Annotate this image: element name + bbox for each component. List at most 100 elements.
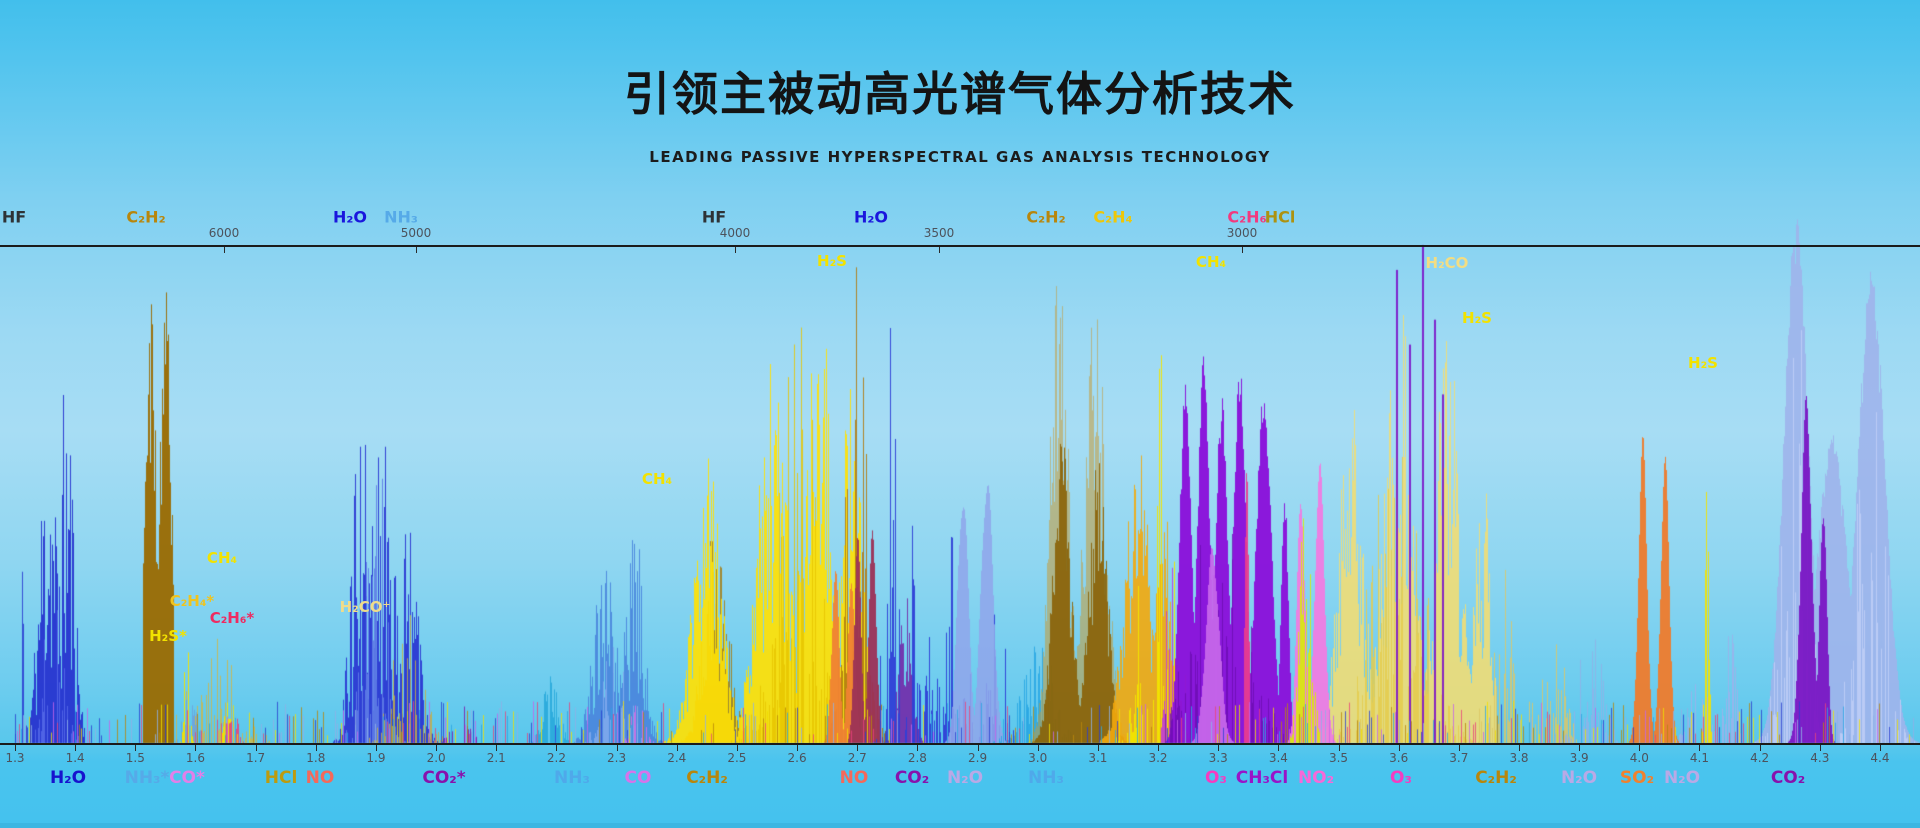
bottom-gas-label: CO₂ [1770, 768, 1806, 788]
bottom-gas-label: CH₃Cl [1235, 768, 1289, 788]
page-title: 引领主被动高光谱气体分析技术 [624, 67, 1296, 121]
top-gas-label: NH₃ [384, 207, 418, 227]
bottom-gas-label: CO₂* [422, 768, 466, 788]
chart-gas-label: H₂CO⁺ [339, 598, 391, 616]
axis-tick [939, 247, 940, 253]
chart-gas-label: C₂H₄* [169, 592, 215, 610]
axis-tick [735, 247, 736, 253]
page-subtitle: LEADING PASSIVE HYPERSPECTRAL GAS ANALYS… [649, 148, 1271, 166]
bottom-tick-label: 3.8 [1509, 751, 1529, 765]
axis-tick [736, 745, 738, 751]
chart-gas-label: H₂S [1462, 309, 1492, 327]
bottom-tick-label: 4.4 [1870, 751, 1890, 765]
chart-gas-label: CH₄ [641, 470, 673, 488]
axis-tick [857, 745, 859, 751]
axis-tick [1158, 745, 1160, 751]
bottom-tick-label: 2.8 [907, 751, 927, 765]
bottom-tick-label: 3.1 [1088, 751, 1108, 765]
bottom-gas-label: N₂O [1560, 768, 1598, 788]
axis-tick [1879, 745, 1881, 751]
axis-tick [1699, 745, 1701, 751]
axis-tick [1242, 247, 1243, 253]
bottom-tick-label: 2.3 [607, 751, 627, 765]
axis-tick [195, 745, 197, 751]
bottom-tick-label: 1.8 [306, 751, 326, 765]
top-gas-label: C₂H₂ [126, 207, 166, 227]
axis-tick [1759, 745, 1761, 751]
bottom-tick-label: 3.7 [1449, 751, 1469, 765]
top-gas-label: H₂O [333, 207, 367, 227]
top-gas-label: HF [1, 207, 27, 227]
axis-tick [75, 745, 77, 751]
chart-gas-label: CH₄ [1195, 253, 1227, 271]
axis-tick [616, 745, 618, 751]
bottom-tick-label: 4.1 [1689, 751, 1710, 765]
bottom-tick-label: 1.7 [246, 751, 266, 765]
axis-tick [977, 745, 979, 751]
bottom-tick-label: 3.9 [1569, 751, 1589, 765]
bottom-tick-label: 3.4 [1268, 751, 1288, 765]
top-gas-label: C₂H₂ [1026, 207, 1066, 227]
bottom-tick-label: 1.9 [366, 751, 386, 765]
axis-tick [436, 745, 438, 751]
bottom-tick-label: 2.7 [847, 751, 867, 765]
top-tick-label: 6000 [208, 226, 240, 240]
bottom-tick-label: 1.3 [5, 751, 25, 765]
top-gas-label: H₂O [854, 207, 888, 227]
bottom-gas-label: N₂O [1663, 768, 1701, 788]
bottom-gas-label: O₃ [1205, 768, 1227, 788]
axis-tick [496, 745, 498, 751]
bottom-gas-label: NH₃* [124, 768, 170, 788]
bottom-gas-label: N₂O [946, 768, 984, 788]
axis-tick [224, 247, 225, 253]
bottom-gas-label: NO₂ [1297, 768, 1335, 788]
axis-tick [135, 745, 137, 751]
top-tick-label: 3500 [923, 226, 955, 240]
bottom-axis-line [0, 743, 1920, 745]
axis-tick [1819, 745, 1821, 751]
axis-tick [416, 247, 417, 253]
axis-tick [1278, 745, 1280, 751]
top-gas-label: C₂H₄ [1093, 207, 1133, 227]
bottom-gas-label: SO₂ [1619, 768, 1655, 788]
axis-tick [676, 745, 678, 751]
chart-gas-label: H₂S* [149, 627, 187, 645]
bottom-gas-label: NO [305, 768, 335, 788]
axis-tick [1218, 745, 1220, 751]
axis-tick [797, 745, 799, 751]
bottom-gas-label: NH₃ [554, 768, 590, 788]
bottom-tick-label: 2.0 [426, 751, 446, 765]
top-gas-label: HCl [1264, 207, 1296, 227]
axis-tick [1037, 745, 1039, 751]
bottom-edge-strip [0, 823, 1920, 828]
bottom-tick-label: 1.5 [125, 751, 145, 765]
bottom-tick-label: 3.3 [1208, 751, 1228, 765]
bottom-gas-label: CO* [169, 768, 205, 788]
bottom-tick-label: 4.2 [1750, 751, 1770, 765]
top-gas-label: HF [701, 207, 727, 227]
top-gas-label: C₂H₆ [1227, 207, 1267, 227]
axis-tick [1639, 745, 1641, 751]
chart-gas-label: CH₄ [206, 549, 238, 567]
bottom-gas-label: CO [624, 768, 652, 788]
bottom-gas-label: HCl [264, 768, 298, 788]
axis-tick [15, 745, 16, 751]
bottom-tick-label: 1.6 [185, 751, 206, 765]
axis-tick [917, 745, 919, 751]
axis-tick [1398, 745, 1400, 751]
bottom-gas-label: NO [839, 768, 869, 788]
axis-tick [1097, 745, 1099, 751]
bottom-tick-label: 2.4 [667, 751, 687, 765]
axis-tick [1458, 745, 1460, 751]
bottom-tick-label: 3.6 [1389, 751, 1409, 765]
bottom-gas-label: H₂O [49, 768, 87, 788]
chart-gas-label: H₂S [1688, 354, 1718, 372]
bottom-tick-label: 3.5 [1328, 751, 1349, 765]
axis-tick [556, 745, 558, 751]
axis-tick [315, 745, 317, 751]
axis-tick [1338, 745, 1340, 751]
chart-gas-label: H₂CO [1425, 254, 1469, 272]
bottom-tick-label: 3.0 [1028, 751, 1048, 765]
